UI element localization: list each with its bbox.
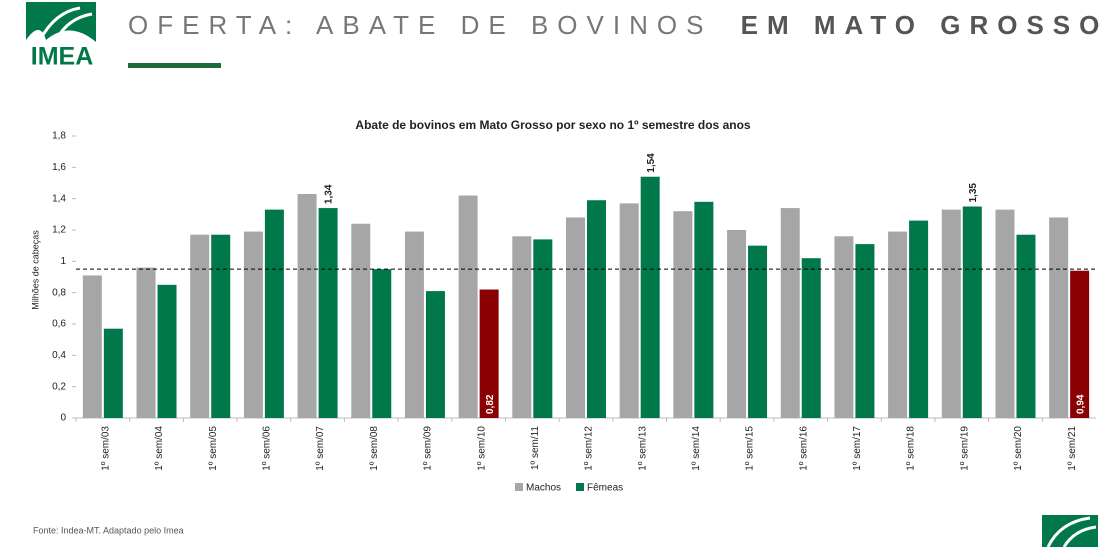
bar [888,231,908,418]
bar [190,234,210,418]
bar [780,208,800,418]
bar [372,269,392,418]
x-tick-label: 1º sem/13 [637,426,648,471]
logo: IMEA [26,2,96,71]
logo-mark [26,2,96,42]
y-tick-label: 1,4 [52,193,66,204]
logo-stripe [1062,525,1097,548]
header-title: OFERTA: ABATE DE BOVINOS EM MATO GROSSO [128,10,1102,40]
bar [694,201,714,418]
data-label: 1,54 [646,153,657,173]
y-tick-label: 1,2 [52,225,66,236]
header-underline [128,63,221,68]
x-tick-label: 1º sem/10 [476,426,487,471]
x-tick-label: 1º sem/05 [208,426,219,471]
y-tick-label: 0,4 [52,350,66,361]
y-tick-label: 1 [60,256,66,267]
x-tick-label: 1º sem/09 [423,426,434,471]
bar [587,200,606,418]
x-tick-label: 1º sem/15 [745,426,756,471]
bar [458,195,478,418]
bar [801,258,821,418]
bar [909,220,929,418]
bar [855,244,875,418]
logo-stripe [38,6,81,41]
source: Fonte: Indea-MT. Adaptado pelo Imea [33,525,184,535]
bar [941,209,961,418]
y-tick-label: 0,6 [52,319,66,330]
bar [1070,270,1090,418]
logo-stripe [1046,516,1091,548]
bar [727,230,747,418]
y-tick-label: 1,6 [52,162,66,173]
bar [82,275,102,418]
bar [834,236,854,418]
data-label: 0,94 [1075,394,1086,414]
bar [318,208,338,418]
x-tick-label: 1º sem/18 [906,426,917,471]
legend-swatch [576,483,585,491]
bar [619,203,639,418]
bar [479,289,499,418]
x-tick-label: 1º sem/07 [315,426,326,471]
bar [566,217,585,418]
bar [748,245,768,418]
bar [673,211,693,418]
x-tick-label: 1º sem/14 [691,426,702,471]
y-axis-label: Milhões de cabeças [30,230,40,310]
bar [1016,234,1036,418]
legend-label: Fêmeas [587,483,623,494]
bar [243,231,263,418]
bar [512,236,532,418]
y-tick-label: 0 [60,413,66,424]
x-tick-label: 1º sem/06 [262,426,273,471]
x-tick-label: 1º sem/04 [154,426,165,471]
bar [211,234,231,418]
bar [351,223,371,418]
logo-stripe [54,12,93,41]
legend-label: Machos [526,483,561,494]
data-label: 0,82 [485,394,496,414]
x-tick-label: 1º sem/17 [852,426,863,471]
bar [136,267,156,418]
y-tick-label: 0,8 [52,287,66,298]
bar [962,206,982,418]
bar [297,193,317,418]
bar [103,328,123,418]
x-tick-label: 1º sem/11 [530,426,541,470]
bar [533,239,553,418]
bar [404,231,424,418]
bar [1049,217,1069,418]
bar [157,284,177,418]
bar [640,176,660,418]
x-tick-label: 1º sem/08 [369,426,380,471]
bar [995,209,1015,418]
logo-text: IMEA [31,43,94,71]
y-tick-label: 1,8 [52,131,66,142]
x-tick-label: 1º sem/16 [798,426,809,471]
x-tick-label: 1º sem/12 [584,426,595,471]
corner-logo [1042,515,1098,548]
x-tick-label: 1º sem/19 [959,426,970,471]
x-tick-label: 1º sem/03 [100,426,111,471]
header-title-light: OFERTA: ABATE DE BOVINOS [128,10,712,40]
bar [425,291,445,418]
bar [264,209,284,418]
x-tick-label: 1º sem/21 [1067,426,1078,471]
legend-swatch [515,483,523,491]
header-title-bold: EM MATO GROSSO [741,10,1102,40]
data-label: 1,34 [324,184,335,204]
x-tick-label: 1º sem/20 [1013,426,1024,471]
data-label: 1,35 [968,183,979,203]
y-tick-label: 0,2 [52,381,66,392]
chart-title: Abate de bovinos em Mato Grosso por sexo… [355,118,750,132]
